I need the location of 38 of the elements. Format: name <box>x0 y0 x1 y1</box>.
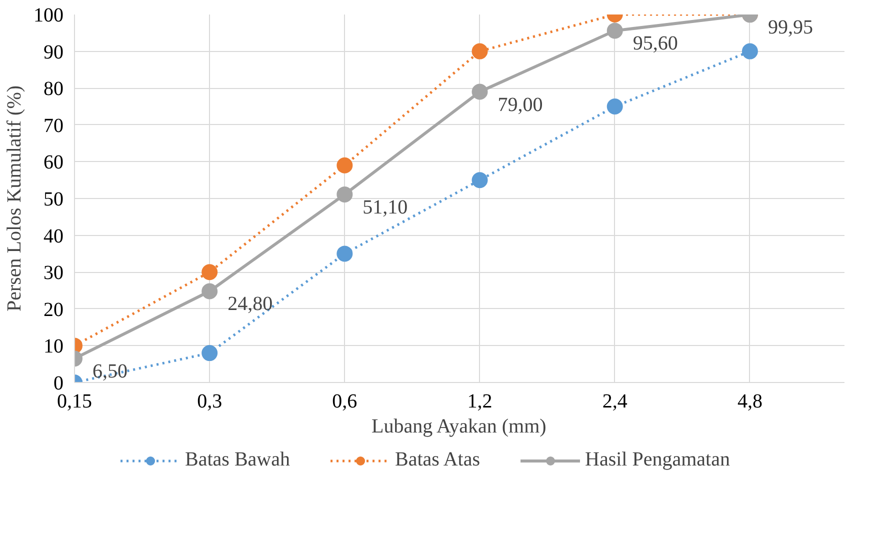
y-tick-label: 50 <box>44 188 64 210</box>
point <box>606 98 623 114</box>
data-label: 51,10 <box>362 196 408 218</box>
point <box>202 283 218 300</box>
legend-label: Batas Atas <box>395 448 480 472</box>
point <box>202 345 218 362</box>
x-tick-label: 4,8 <box>737 390 762 412</box>
y-tick-label: 10 <box>44 336 64 358</box>
point <box>472 43 488 60</box>
legend-label: Hasil Pengamatan <box>585 448 730 472</box>
data-label: 95,60 <box>632 32 678 55</box>
data-label: 79,00 <box>498 94 543 116</box>
y-tick-label: 40 <box>44 225 64 248</box>
y-tick-label: 80 <box>44 78 64 100</box>
point <box>472 84 488 100</box>
data-label: 99,95 <box>768 16 813 39</box>
x-tick-label: 2,4 <box>602 390 628 412</box>
data-label: 6,50 <box>92 360 128 383</box>
point <box>472 172 488 188</box>
x-tick-label: 1,2 <box>467 390 492 412</box>
point <box>336 157 353 174</box>
y-axis-title: Persen Lolos Kumulatif (%) <box>4 85 26 312</box>
legend-label: Batas Bawah <box>185 448 290 472</box>
point <box>606 22 623 39</box>
y-tick-label: 60 <box>44 152 64 174</box>
y-tick-label: 20 <box>44 298 64 321</box>
point <box>202 264 218 280</box>
y-tick-label: 70 <box>44 114 64 137</box>
data-label: 24,80 <box>228 293 273 316</box>
x-axis-title: Lubang Ayakan (mm) <box>372 416 546 438</box>
y-tick-label: 90 <box>44 41 64 64</box>
x-tick-label: 0,6 <box>332 390 358 412</box>
x-tick-label: 0,3 <box>197 390 222 412</box>
y-tick-label: 30 <box>44 262 64 284</box>
point <box>742 43 758 60</box>
y-tick-label: 100 <box>34 4 64 26</box>
point <box>336 186 353 202</box>
point <box>336 246 353 262</box>
